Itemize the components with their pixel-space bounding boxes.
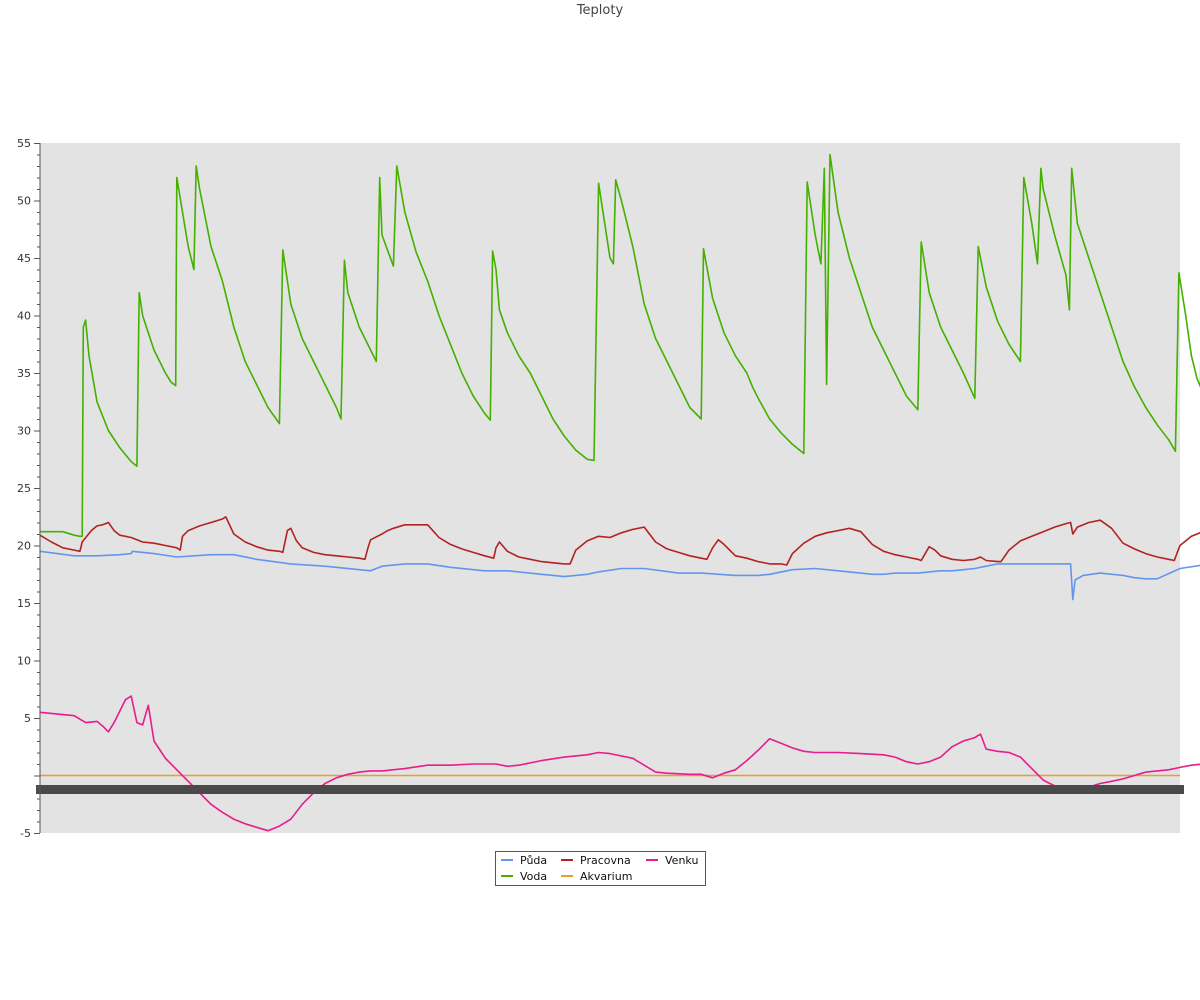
- legend-swatch: [501, 875, 513, 877]
- legend-label: Voda: [520, 870, 548, 883]
- chart-title: Teploty: [576, 3, 624, 18]
- y-tick-label: 5: [24, 712, 31, 725]
- legend-label: Akvarium: [580, 870, 633, 883]
- legend-item: Venku: [646, 854, 698, 868]
- legend-label: Pracovna: [580, 854, 631, 867]
- y-tick-label: 30: [17, 425, 31, 438]
- series-layer: [39, 153, 1200, 832]
- y-tick-label: 10: [17, 655, 31, 668]
- y-tick-label: 45: [17, 252, 31, 265]
- series-line-voda: [40, 153, 1200, 538]
- legend-label: Venku: [665, 854, 699, 867]
- y-tick-label: 20: [17, 540, 31, 553]
- legend-swatch: [501, 859, 513, 861]
- legend-swatch: [561, 859, 573, 861]
- y-tick-label: 40: [17, 310, 31, 323]
- y-tick-label: 35: [17, 367, 31, 380]
- legend-label: Půda: [520, 854, 548, 867]
- y-tick-label: 55: [17, 137, 31, 150]
- legend-item: Voda: [501, 870, 547, 884]
- y-tick-label: -5: [20, 827, 31, 840]
- legend-item: Akvarium: [561, 870, 632, 884]
- series-line-venku: [39, 695, 1200, 832]
- legend-swatch: [561, 875, 573, 877]
- x-axis-tick-band: [36, 785, 1184, 794]
- y-tick-label: 50: [17, 195, 31, 208]
- y-tick-label: 15: [17, 597, 31, 610]
- y-axis: -5 5 10 15 20 25 30 35 40 45 50 55: [17, 137, 41, 840]
- legend: Půda Voda Pracovna Akvarium Venku: [495, 851, 706, 886]
- legend-swatch: [646, 859, 658, 861]
- series-line-půda: [39, 550, 1200, 601]
- series-line-pracovna: [39, 515, 1200, 566]
- legend-item: Půda: [501, 854, 547, 868]
- y-tick-label: 25: [17, 482, 31, 495]
- legend-item: Pracovna: [561, 854, 631, 868]
